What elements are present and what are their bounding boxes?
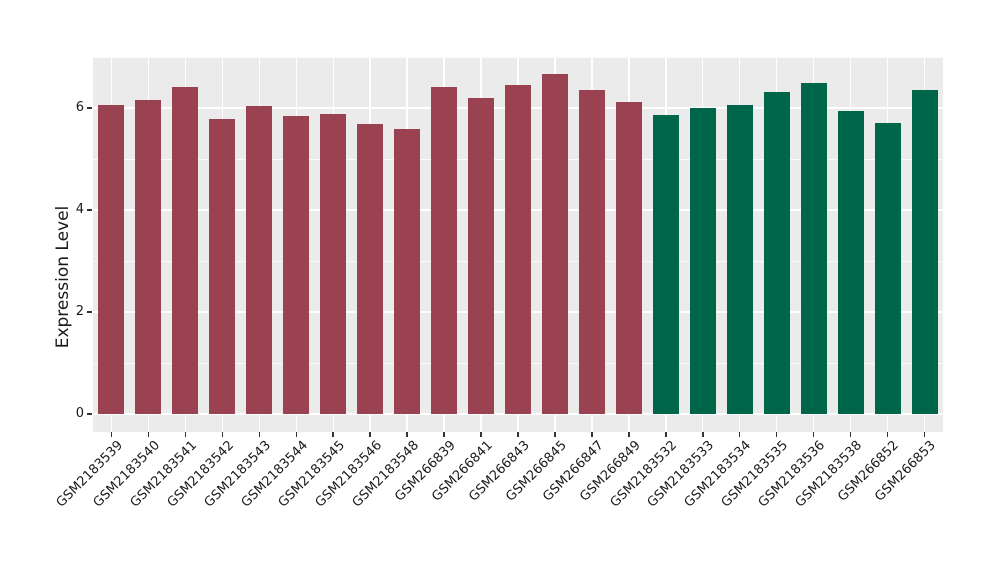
x-tick-mark: [849, 432, 852, 437]
bar: [357, 124, 384, 414]
x-tick-mark: [110, 432, 113, 437]
x-tick-mark: [517, 432, 519, 437]
x-tick-mark: [923, 432, 926, 437]
x-tick-mark: [812, 432, 815, 437]
x-tick-mark: [480, 432, 482, 437]
x-tick-mark: [628, 432, 630, 437]
x-tick-mark: [406, 432, 408, 437]
bar: [652, 115, 679, 414]
x-tick-mark: [775, 432, 778, 437]
x-tick-mark: [702, 432, 704, 437]
x-tick-mark: [332, 432, 334, 437]
x-tick-mark: [665, 432, 667, 437]
x-tick-mark: [591, 432, 593, 437]
bar: [615, 101, 642, 414]
bar: [468, 97, 495, 414]
bar: [209, 119, 236, 414]
bar: [320, 114, 347, 414]
bar: [689, 108, 716, 414]
bar: [541, 73, 568, 414]
y-axis-title: Expression Level: [53, 205, 73, 349]
x-tick-mark: [258, 432, 261, 437]
bar: [726, 105, 753, 414]
x-tick-mark: [147, 432, 150, 437]
x-tick-mark: [369, 432, 371, 437]
y-tick-mark: [87, 209, 92, 211]
y-tick-label: 0: [75, 406, 84, 421]
y-tick-mark: [87, 413, 92, 415]
x-tick-mark: [221, 432, 224, 437]
plot-panel: [93, 57, 943, 432]
bar: [505, 85, 531, 414]
y-tick-label: 2: [75, 304, 84, 319]
bar: [431, 86, 458, 414]
bar: [283, 115, 310, 414]
x-tick-mark: [295, 432, 297, 437]
bar: [394, 129, 421, 414]
bar: [98, 105, 125, 414]
bar: [578, 89, 605, 414]
bar: [246, 105, 273, 414]
y-tick-mark: [87, 311, 92, 313]
bar: [800, 82, 827, 414]
bar: [763, 92, 790, 414]
bar: [172, 86, 199, 414]
x-tick-mark: [184, 432, 187, 437]
y-tick-mark: [87, 107, 92, 109]
bar: [837, 110, 864, 414]
y-tick-label: 6: [75, 100, 84, 115]
x-tick-mark: [886, 432, 889, 437]
x-tick-mark: [443, 432, 445, 437]
bar: [911, 89, 938, 414]
x-tick-mark: [738, 432, 741, 437]
bar: [135, 99, 162, 414]
bar: [874, 123, 901, 414]
y-tick-label: 4: [75, 202, 84, 217]
x-tick-mark: [554, 432, 556, 437]
